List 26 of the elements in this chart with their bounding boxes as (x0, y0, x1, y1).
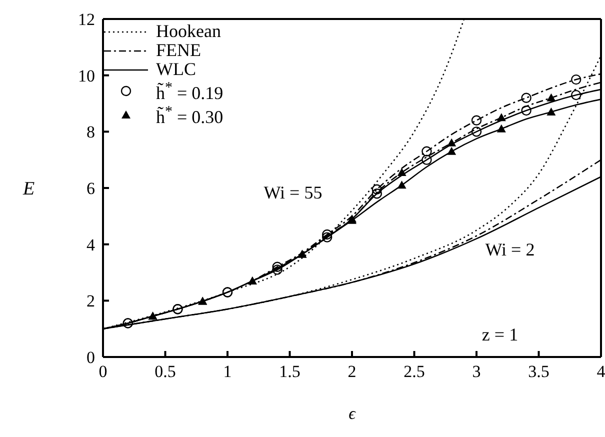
x-tick-label: 1 (223, 362, 232, 382)
y-tick-label: 6 (86, 179, 95, 198)
y-tick-label: 0 (86, 348, 95, 368)
annotation: Wi = 55 (264, 182, 322, 204)
legend-label: h̃$^{*}$ = 0.19 (156, 79, 224, 103)
y-tick-label: 4 (86, 235, 96, 254)
x-tick-label: 1.5 (279, 362, 300, 382)
x-tick-label: 0.5 (154, 362, 176, 382)
y-axis-title: E (22, 178, 35, 200)
legend-label: WLC (156, 59, 196, 79)
x-tick-label: 3 (472, 362, 481, 382)
annotation: z = 1 (482, 324, 518, 346)
x-tick-label: 4 (596, 362, 605, 382)
annotation: Wi = 2 (485, 240, 535, 260)
x-tick-label: 2 (348, 362, 356, 382)
legend-label: FENE (156, 40, 201, 60)
legend-label: Hookean (156, 21, 221, 41)
x-tick-label: 3.5 (528, 362, 550, 382)
legend-label: h̃$^{*}$ = 0.30 (156, 103, 224, 127)
x-tick-label: 2.5 (404, 362, 425, 382)
y-tick-label: 8 (86, 122, 95, 142)
x-axis-title: ϵ (348, 404, 357, 423)
y-tick-label: 12 (78, 10, 95, 30)
y-tick-label: 2 (86, 292, 95, 311)
y-tick-label: 10 (78, 66, 95, 86)
x-tick-label: 0 (98, 362, 108, 382)
